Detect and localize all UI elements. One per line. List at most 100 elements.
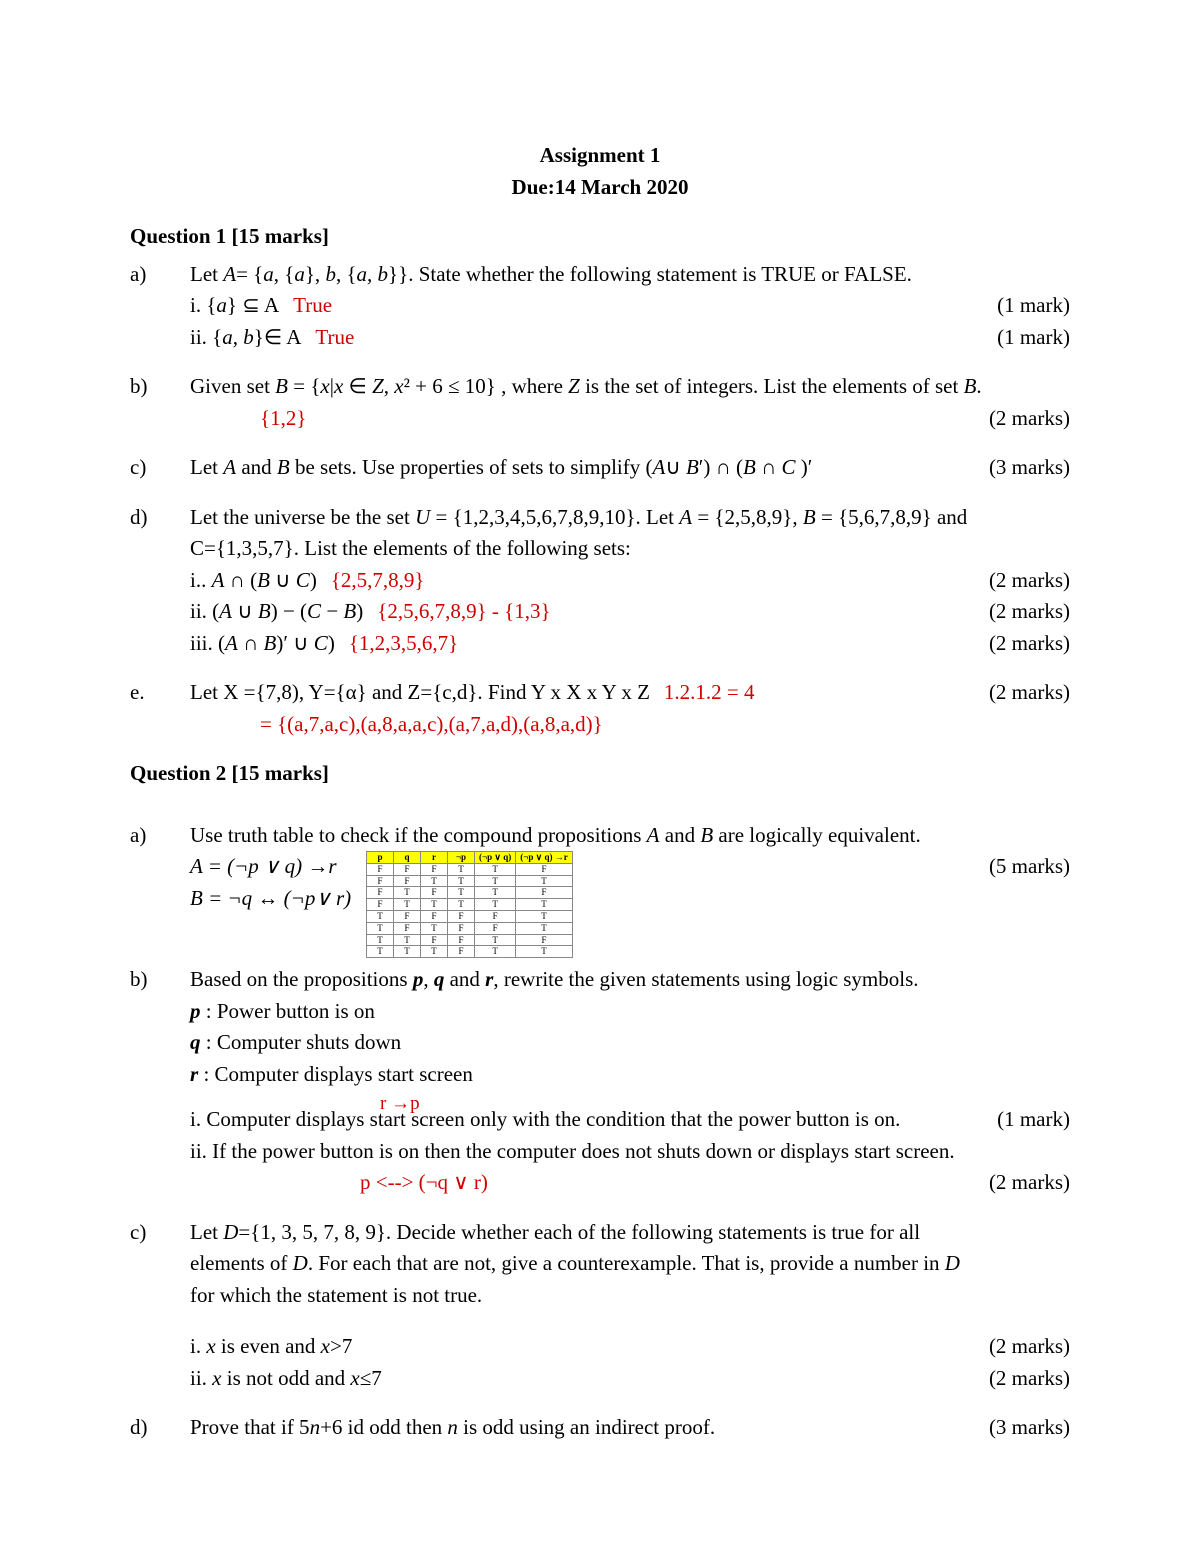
- truth-table-cell: F: [394, 875, 421, 887]
- q2b-i-text: i. Computer displays start screen only w…: [190, 1104, 977, 1136]
- q2b-i-marks: (1 mark): [997, 1104, 1070, 1136]
- truth-table-cell: F: [516, 934, 572, 946]
- q2a-prompt: Use truth table to check if the compound…: [190, 820, 1070, 852]
- q2d-marks: (3 marks): [989, 1412, 1070, 1444]
- q2c-line1: Let D={1, 3, 5, 7, 8, 9}. Decide whether…: [190, 1217, 1070, 1249]
- q2b-ii-text: ii. If the power button is on then the c…: [190, 1136, 1070, 1168]
- truth-table-cell: F: [516, 887, 572, 899]
- truth-table-cell: T: [448, 887, 475, 899]
- truth-table-cell: T: [516, 910, 572, 922]
- q1c-text: Let A and B be sets. Use properties of s…: [190, 452, 969, 484]
- truth-table-cell: T: [448, 899, 475, 911]
- q1d-i: i.. A ∩ (B ∪ C){2,5,7,8,9}: [190, 565, 969, 597]
- q2a-marks: (5 marks): [593, 851, 1070, 883]
- truth-table-cell: T: [394, 946, 421, 958]
- q2a-formula-b: B = ¬q ↔ (¬p∨ r): [190, 883, 360, 915]
- q1c-marks: (3 marks): [989, 452, 1070, 484]
- truth-table-cell: T: [394, 887, 421, 899]
- truth-table-cell: F: [448, 934, 475, 946]
- truth-table-cell: F: [367, 875, 394, 887]
- truth-table-cell: T: [367, 934, 394, 946]
- q2b-ii-answer: p <--> (¬q ∨ r): [360, 1170, 488, 1194]
- truth-table-cell: F: [448, 910, 475, 922]
- truth-table-header: (¬p ∨ q) →r: [516, 852, 572, 864]
- truth-table-cell: T: [516, 899, 572, 911]
- q1a-label: a): [130, 259, 190, 291]
- q2c-ii-marks: (2 marks): [989, 1363, 1070, 1395]
- q2d-label: d): [130, 1412, 190, 1444]
- truth-table-cell: T: [516, 946, 572, 958]
- q2a-label: a): [130, 820, 190, 852]
- q1a-prompt: Let A= {a, {a}, b, {a, b}}. State whethe…: [190, 259, 1070, 291]
- truth-table-header: q: [394, 852, 421, 864]
- truth-table-cell: F: [394, 922, 421, 934]
- truth-table-cell: F: [367, 899, 394, 911]
- truth-table-cell: T: [421, 922, 448, 934]
- truth-table-header: ¬p: [448, 852, 475, 864]
- q1d-i-marks: (2 marks): [989, 565, 1070, 597]
- q2c-ii: ii. x is not odd and x≤7: [190, 1363, 969, 1395]
- q2c-label: c): [130, 1217, 190, 1249]
- q2b-i-answer: r →p: [380, 1090, 420, 1119]
- q1d-iii-answer: {1,2,3,5,6,7}: [349, 631, 458, 655]
- q1a-i-marks: (1 mark): [997, 290, 1070, 322]
- truth-table-cell: F: [367, 863, 394, 875]
- q2d-text: Prove that if 5n+6 id odd then n is odd …: [190, 1412, 969, 1444]
- truth-table-cell: T: [421, 946, 448, 958]
- q2a-formulas: A = (¬p ∨ q) →r B = ¬q ↔ (¬p∨ r): [190, 851, 360, 914]
- truth-table-header: (¬p ∨ q): [475, 852, 516, 864]
- q1d-line2: C={1,3,5,7}. List the elements of the fo…: [190, 533, 1070, 565]
- truth-table-cell: T: [394, 899, 421, 911]
- truth-table-header: p: [367, 852, 394, 864]
- q1e-answer1: 1.2.1.2 = 4: [664, 680, 755, 704]
- q1b-label: b): [130, 371, 190, 403]
- q2b-ii-marks: (2 marks): [989, 1167, 1070, 1199]
- truth-table-cell: F: [448, 922, 475, 934]
- truth-table-cell: T: [448, 863, 475, 875]
- q1d-iii-marks: (2 marks): [989, 628, 1070, 660]
- truth-table-cell: T: [475, 934, 516, 946]
- question-2-header: Question 2 [15 marks]: [130, 758, 1070, 790]
- q1a-i: i. {a} ⊆ ATrue: [190, 290, 977, 322]
- q1a-ii-marks: (1 mark): [997, 322, 1070, 354]
- q1e-label: e.: [130, 677, 190, 709]
- truth-table-cell: F: [516, 863, 572, 875]
- truth-table-cell: F: [475, 922, 516, 934]
- truth-table-cell: T: [475, 899, 516, 911]
- q2c-line2: elements of D. For each that are not, gi…: [190, 1248, 1070, 1280]
- q2b-prompt: Based on the propositions p, q and r, re…: [190, 964, 1070, 996]
- truth-table-cell: F: [421, 910, 448, 922]
- truth-table-cell: T: [367, 922, 394, 934]
- truth-table-cell: T: [475, 863, 516, 875]
- q2b-q-def: q : Computer shuts down: [190, 1027, 1070, 1059]
- q1e-text: Let X ={7,8), Y={α} and Z={c,d}. Find Y …: [190, 677, 969, 709]
- assignment-title: Assignment 1: [130, 140, 1070, 172]
- q1b-answer: {1,2}: [260, 406, 306, 430]
- q2b-r-def: r : Computer displays start screen: [190, 1059, 1070, 1091]
- document-page: Assignment 1 Due:14 March 2020 Question …: [0, 0, 1200, 1553]
- q1b-marks: (2 marks): [989, 403, 1070, 435]
- question-1-header: Question 1 [15 marks]: [130, 221, 1070, 253]
- q1e-marks: (2 marks): [989, 677, 1070, 709]
- truth-table-cell: F: [421, 863, 448, 875]
- truth-table-cell: T: [394, 934, 421, 946]
- truth-table-cell: T: [475, 875, 516, 887]
- q1d-label: d): [130, 502, 190, 534]
- q1a-i-answer: True: [293, 293, 332, 317]
- truth-table-cell: F: [394, 910, 421, 922]
- q1a-ii-answer: True: [315, 325, 354, 349]
- truth-table-cell: T: [367, 910, 394, 922]
- q2c-i-marks: (2 marks): [989, 1331, 1070, 1363]
- truth-table-cell: T: [516, 875, 572, 887]
- q1d-iii: iii. (A ∩ B)′ ∪ C){1,2,3,5,6,7}: [190, 628, 969, 660]
- q1a-ii: ii. {a, b}∈ ATrue: [190, 322, 977, 354]
- truth-table-cell: F: [394, 863, 421, 875]
- q2c-i: i. x is even and x>7: [190, 1331, 969, 1363]
- q1b-prompt: Given set B = {x|x ∈ Z, x² + 6 ≤ 10} , w…: [190, 371, 1070, 403]
- truth-table-cell: T: [421, 875, 448, 887]
- truth-table-header: r: [421, 852, 448, 864]
- q2a-formula-a: A = (¬p ∨ q) →r: [190, 851, 360, 883]
- q1d-ii-answer: {2,5,6,7,8,9} - {1,3}: [377, 599, 550, 623]
- q2c-line3: for which the statement is not true.: [190, 1280, 1070, 1312]
- truth-table-cell: T: [448, 875, 475, 887]
